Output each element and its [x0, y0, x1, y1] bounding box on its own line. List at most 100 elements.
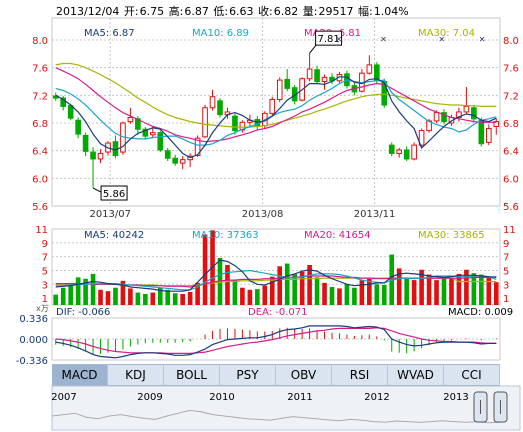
volume-bar	[172, 293, 178, 305]
volume-legend-ma10: MA10: 37363	[192, 230, 259, 241]
volume-bar	[269, 276, 275, 305]
tab-macd[interactable]: MACD	[52, 365, 108, 385]
price-ytick-left: 6.8	[32, 119, 48, 130]
volume-ytick-left: 7	[42, 253, 48, 264]
candle-body	[411, 144, 417, 160]
low-label-box	[100, 185, 128, 201]
tab-wvad[interactable]: WVAD	[388, 365, 444, 385]
volume-ytick-right: 9	[503, 239, 509, 250]
volume-bar	[165, 289, 171, 305]
volume-ytick-right: 7	[503, 253, 509, 264]
volume-bar	[90, 273, 96, 305]
volume-bar	[329, 287, 335, 305]
volume-ytick-right: 5	[503, 266, 509, 277]
volume-ytick-left: 5	[42, 266, 48, 277]
volume-bar	[217, 258, 223, 305]
tab-boll[interactable]: BOLL	[164, 365, 220, 385]
candle-body	[232, 115, 238, 132]
volume-bar	[404, 277, 409, 305]
open-value: 6.75	[139, 5, 165, 18]
volume-label: 量:	[302, 5, 318, 18]
candle-body	[82, 134, 89, 152]
volume-bar	[284, 263, 290, 305]
open-label: 开:	[123, 5, 139, 18]
candle-body	[321, 76, 328, 82]
volume-bar	[493, 282, 499, 305]
timeline-year: 2009	[137, 392, 162, 403]
price-ytick-left: 6.4	[32, 147, 48, 158]
high-label: 7.81	[317, 34, 339, 45]
volume-bar	[157, 287, 163, 305]
candle-body	[75, 119, 81, 135]
volume-legend-ma30: MA30: 33865	[418, 230, 485, 241]
timeline-year: 2011	[287, 392, 312, 403]
volume-legend-ma5: MA5: 40242	[84, 230, 144, 241]
ma10-line	[55, 79, 497, 146]
candle-body	[396, 149, 403, 154]
candle-body	[485, 128, 492, 143]
macd-legend-dif: DIF: -0.066	[56, 307, 110, 318]
candle-body	[194, 137, 201, 157]
price-legend-ma5: MA5: 6.87	[84, 28, 135, 39]
tab-psy[interactable]: PSY	[220, 365, 276, 385]
high-label: 高:	[168, 5, 184, 18]
low-pointer	[92, 187, 102, 193]
candle-body	[366, 64, 373, 74]
low-label: 低:	[213, 5, 229, 18]
indicator-tabs: MACD KDJ BOLL PSY OBV RSI WVAD CCI	[52, 364, 500, 386]
volume-bar	[464, 269, 469, 305]
candle-body	[418, 130, 425, 146]
low-label: 5.86	[103, 189, 125, 200]
volume-bar	[471, 273, 477, 305]
volume-bar	[299, 271, 305, 305]
macd-legend-macd: MACD: 0.009	[448, 307, 513, 318]
tab-cci[interactable]: CCI	[444, 365, 500, 385]
price-ytick-right: 6.0	[503, 174, 519, 185]
candle-body	[97, 152, 104, 160]
volume-bar	[486, 278, 492, 305]
volume-bar	[396, 268, 402, 305]
volume-bar	[322, 282, 327, 305]
high-value: 6.87	[184, 5, 209, 18]
volume-unit: x万	[36, 304, 49, 313]
volume-bar	[307, 264, 312, 305]
price-ytick-right: 6.8	[503, 119, 519, 130]
quote-date: 2013/12/04	[56, 5, 120, 18]
macd-ytick-left: 0.000	[19, 335, 48, 346]
close-value: 6.82	[273, 5, 299, 18]
volume-ma10-line	[55, 269, 497, 291]
volume-ytick-left: 1	[42, 294, 48, 305]
volume-ytick-right: 1	[503, 294, 509, 305]
price-ytick-right: 7.2	[503, 91, 519, 102]
dea-line	[55, 327, 497, 354]
tab-obv[interactable]: OBV	[276, 365, 332, 385]
volume-ytick-left: 9	[42, 239, 48, 250]
timeline-year: 2013	[443, 392, 468, 403]
volume-bar	[135, 292, 141, 305]
volume-bar	[479, 274, 484, 305]
volume-bar	[374, 284, 380, 305]
volume-bar	[456, 273, 462, 305]
candle-body	[493, 121, 500, 127]
tab-kdj[interactable]: KDJ	[108, 365, 164, 385]
low-value: 6.63	[229, 5, 254, 18]
candle-body	[179, 159, 186, 164]
volume-bar	[441, 277, 447, 305]
volume-bar	[187, 291, 193, 305]
candle-body	[217, 100, 223, 116]
tab-rsi[interactable]: RSI	[332, 365, 388, 385]
candle-body	[164, 150, 171, 159]
event-marker-icon: ✕	[335, 35, 342, 44]
volume-bar	[411, 280, 417, 305]
volume-bar	[150, 292, 156, 305]
volume-bar	[367, 278, 372, 305]
volume-bar	[105, 291, 111, 305]
volume-bar	[352, 287, 357, 305]
candle-body	[239, 121, 246, 131]
event-marker-icon: ✕	[479, 35, 486, 44]
volume-bar	[60, 287, 66, 305]
volume-bar	[337, 288, 342, 305]
volume-bar	[143, 293, 148, 305]
candle-body	[172, 157, 179, 164]
ma30-line	[55, 62, 497, 128]
